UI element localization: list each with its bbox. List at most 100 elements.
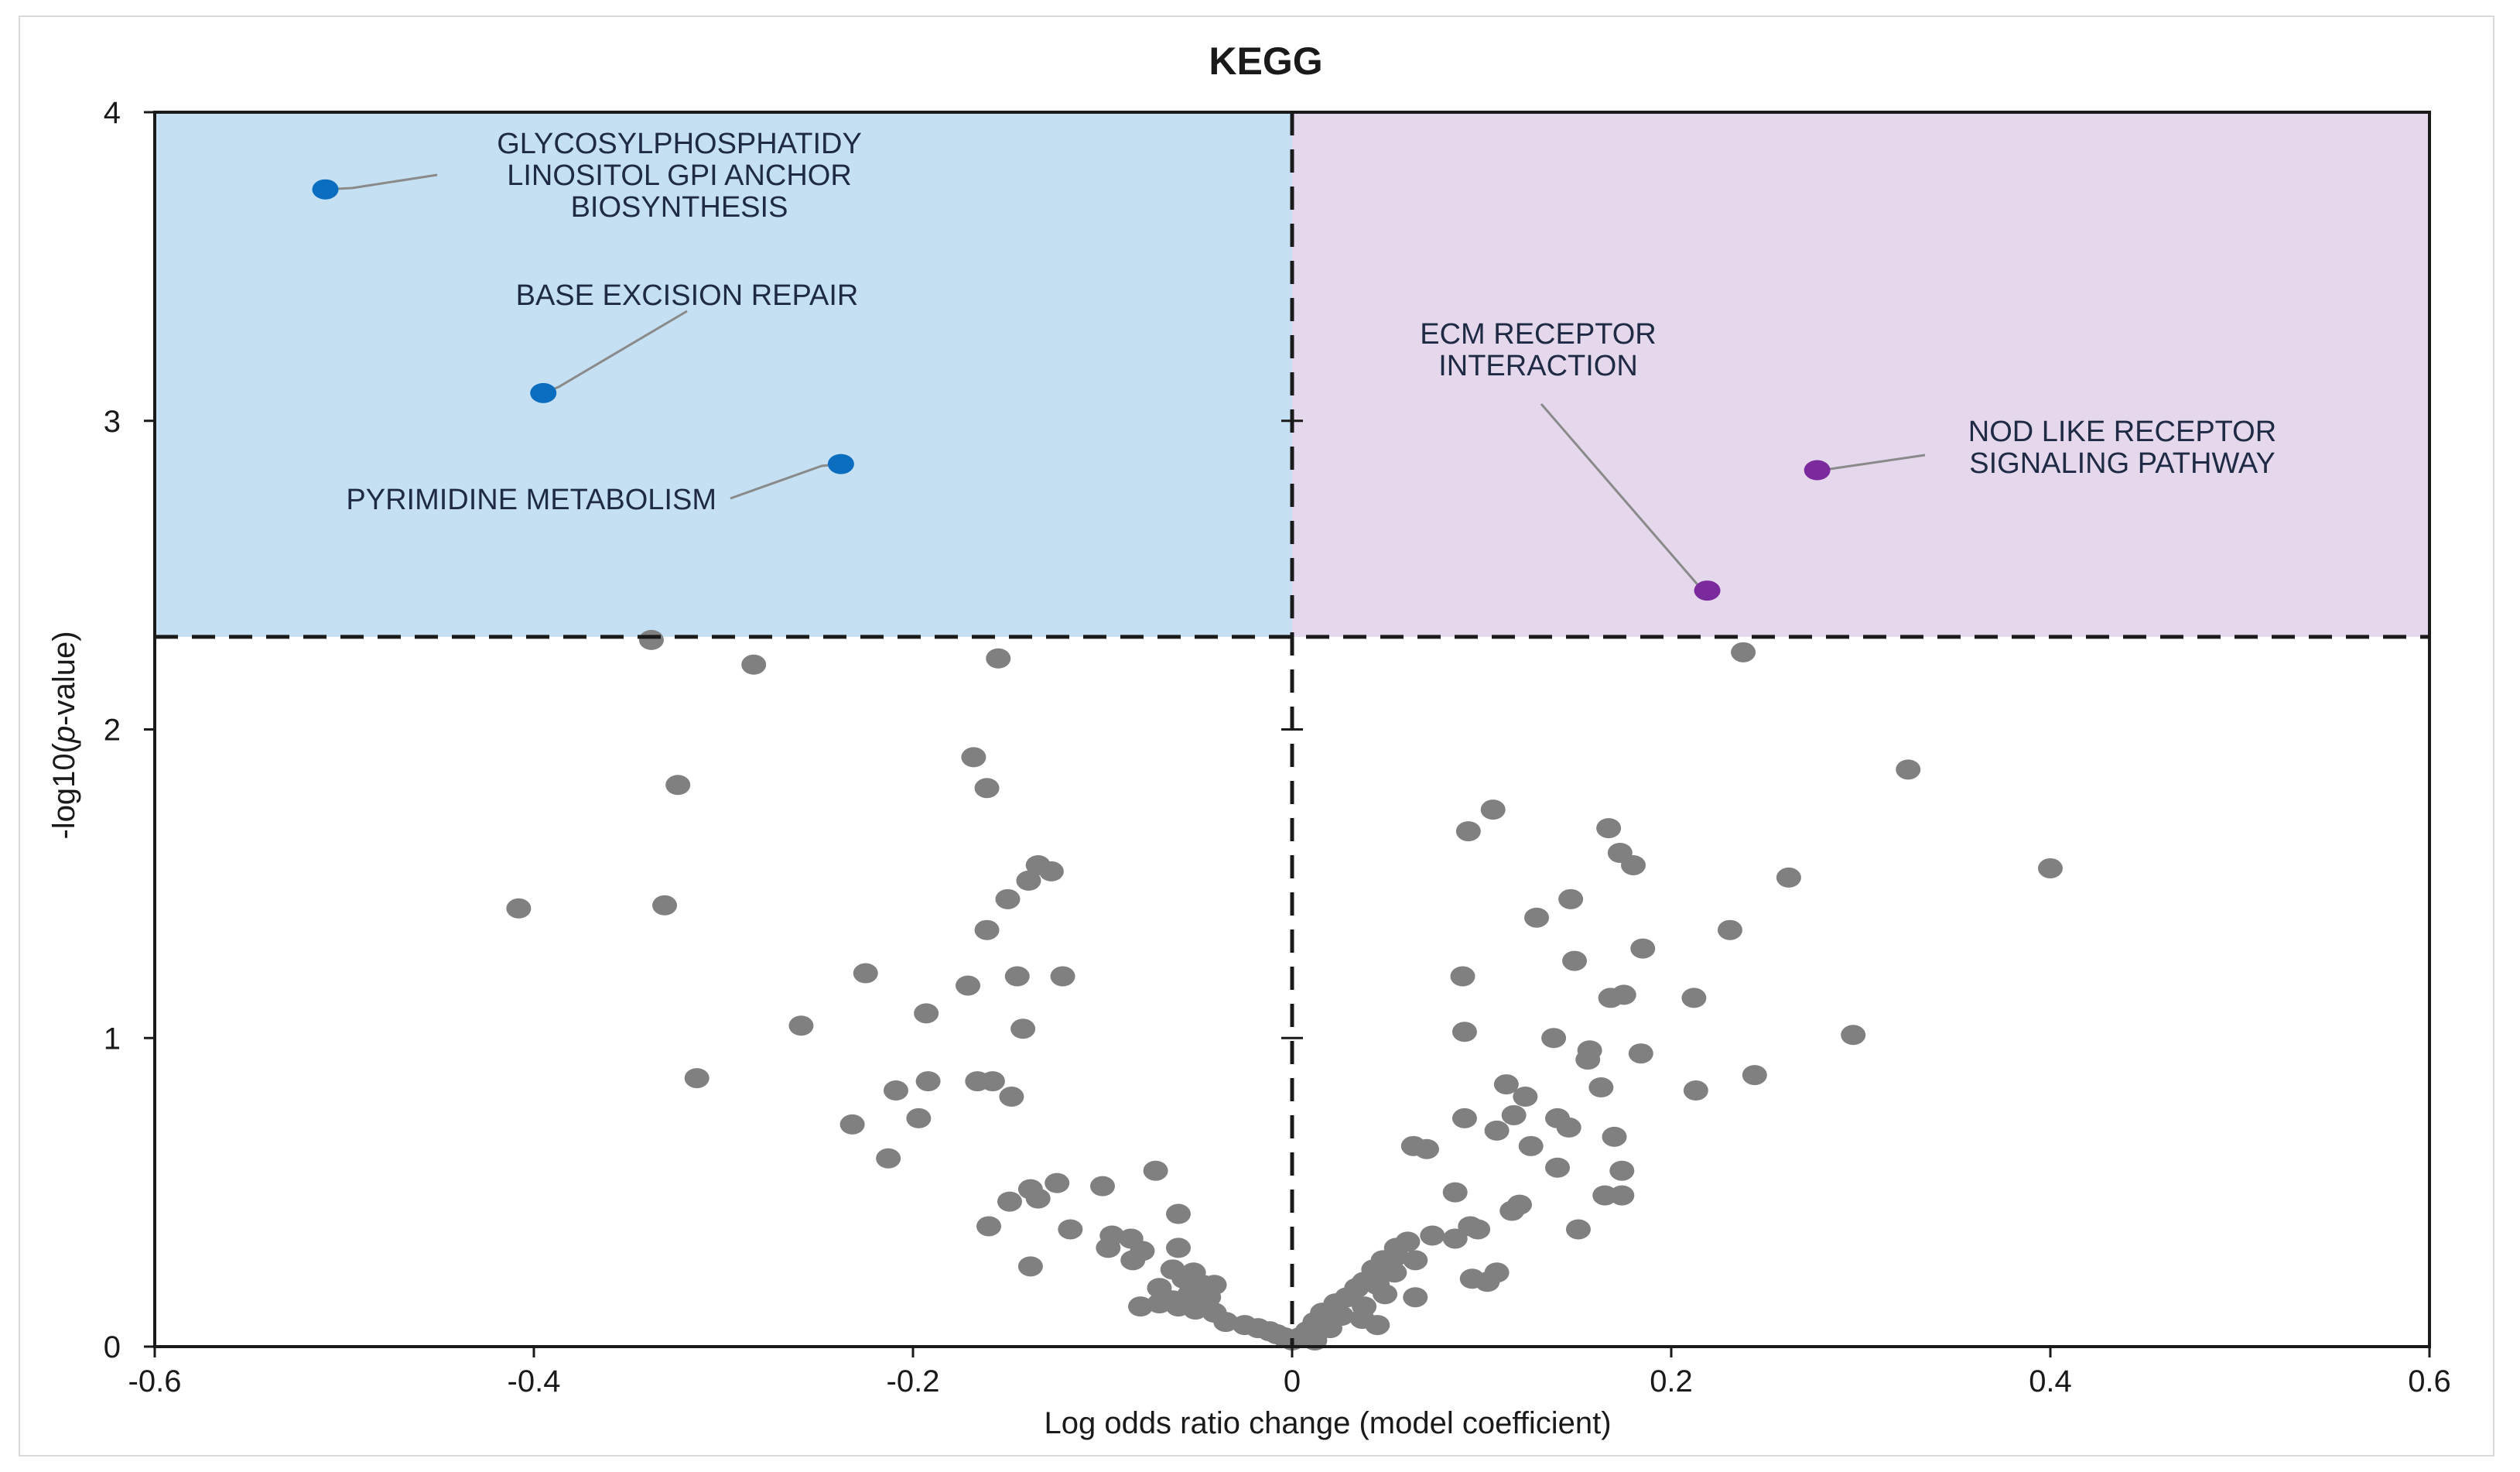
data-point xyxy=(1213,1312,1239,1333)
annotation-label: ECM RECEPTOR xyxy=(1420,318,1656,351)
data-point xyxy=(914,1003,939,1024)
x-tick-label: -0.4 xyxy=(508,1364,561,1398)
data-point xyxy=(1143,1160,1168,1181)
purple-highlight-point xyxy=(1804,460,1831,481)
data-point xyxy=(1621,854,1646,875)
data-point xyxy=(997,1191,1022,1212)
data-point xyxy=(1403,1287,1428,1308)
data-point xyxy=(1004,966,1030,987)
data-point xyxy=(956,975,981,996)
data-point xyxy=(684,1068,709,1089)
purple-highlight-point xyxy=(1694,580,1721,601)
data-point xyxy=(1628,1043,1653,1064)
data-point xyxy=(1841,1025,1866,1046)
data-point xyxy=(999,1087,1024,1107)
annotation-label: SIGNALING PATHWAY xyxy=(1969,447,2276,480)
data-point xyxy=(976,1216,1001,1237)
data-point xyxy=(839,1114,865,1135)
data-point xyxy=(1010,1018,1036,1039)
data-point xyxy=(1630,938,1656,959)
data-point xyxy=(1403,1250,1428,1271)
data-point xyxy=(1592,1185,1618,1206)
data-point xyxy=(1465,1219,1491,1240)
data-point xyxy=(1541,1028,1567,1049)
chart-title: KEGG xyxy=(1209,39,1322,83)
data-point xyxy=(1484,1262,1510,1283)
data-point xyxy=(980,1071,1005,1092)
data-point xyxy=(1382,1262,1407,1283)
x-tick-label: 0.4 xyxy=(2029,1364,2072,1398)
data-point xyxy=(1050,966,1075,987)
data-point xyxy=(1025,1188,1051,1209)
data-point xyxy=(1451,1022,1477,1042)
data-point xyxy=(1545,1157,1570,1178)
data-point xyxy=(1017,1256,1043,1277)
data-point xyxy=(853,963,878,984)
annotation-label: LINOSITOL GPI ANCHOR xyxy=(507,159,852,192)
data-point xyxy=(883,1080,908,1101)
data-point xyxy=(1166,1238,1191,1258)
y-tick-label: 1 xyxy=(104,1022,121,1056)
annotation-label: BASE EXCISION REPAIR xyxy=(516,279,859,312)
data-point xyxy=(1598,988,1623,1008)
data-point xyxy=(665,775,691,796)
x-axis-label: Log odds ratio change (model coefficient… xyxy=(1044,1406,1611,1440)
y-tick-label: 4 xyxy=(104,96,121,130)
data-point xyxy=(1038,861,1064,881)
data-point xyxy=(906,1107,932,1128)
annotation-label: GLYCOSYLPHOSPHATIDY xyxy=(497,128,862,160)
data-point xyxy=(788,1015,814,1036)
data-point xyxy=(1128,1296,1153,1317)
data-point xyxy=(1683,1080,1708,1101)
y-tick-label: 2 xyxy=(104,714,121,748)
y-axis-label-p: p xyxy=(47,726,81,744)
data-point xyxy=(1556,1117,1581,1138)
data-point xyxy=(1565,1219,1591,1240)
data-point xyxy=(1609,1160,1635,1181)
data-point xyxy=(1575,1049,1601,1070)
x-tick-label: -0.2 xyxy=(887,1364,940,1398)
x-tick-label: -0.6 xyxy=(128,1364,182,1398)
data-point xyxy=(1742,1065,1767,1086)
data-point xyxy=(1602,1126,1627,1147)
annotation-label: INTERACTION xyxy=(1438,350,1638,382)
data-point xyxy=(1484,1120,1510,1141)
data-point xyxy=(1776,867,1801,888)
y-tick-label: 0 xyxy=(104,1330,121,1364)
data-point xyxy=(506,898,532,919)
data-point xyxy=(1480,799,1506,820)
data-point xyxy=(961,747,986,768)
data-point xyxy=(1090,1176,1115,1196)
data-point xyxy=(1120,1250,1146,1271)
data-point xyxy=(1524,907,1550,928)
data-point xyxy=(1596,818,1622,839)
data-point xyxy=(986,648,1011,669)
data-point xyxy=(1455,821,1481,842)
data-point xyxy=(1609,1185,1635,1206)
x-tick-label: 0.6 xyxy=(2408,1364,2451,1398)
data-point xyxy=(652,895,678,916)
data-point xyxy=(1442,1182,1468,1203)
data-point xyxy=(1731,642,1756,662)
data-point xyxy=(1499,1200,1525,1221)
data-point xyxy=(1420,1225,1445,1246)
x-tick-label: 0 xyxy=(1284,1364,1301,1398)
data-point xyxy=(2038,858,2063,878)
data-point xyxy=(1096,1238,1121,1258)
data-point xyxy=(1373,1284,1398,1305)
data-point xyxy=(1183,1299,1209,1320)
blue-highlight-point xyxy=(312,179,339,200)
x-tick-label: 0.2 xyxy=(1650,1364,1693,1398)
data-point xyxy=(1414,1138,1439,1159)
data-point xyxy=(1451,1107,1477,1128)
blue-highlight-point xyxy=(530,382,557,403)
data-point xyxy=(1681,988,1707,1008)
left-significant-region xyxy=(155,112,1292,637)
right-significant-region xyxy=(1292,112,2429,637)
data-point xyxy=(1518,1135,1544,1156)
annotation-label: PYRIMIDINE METABOLISM xyxy=(346,484,716,516)
data-point xyxy=(1588,1077,1614,1098)
annotation-label: BIOSYNTHESIS xyxy=(571,191,788,224)
data-point xyxy=(1318,1318,1342,1339)
